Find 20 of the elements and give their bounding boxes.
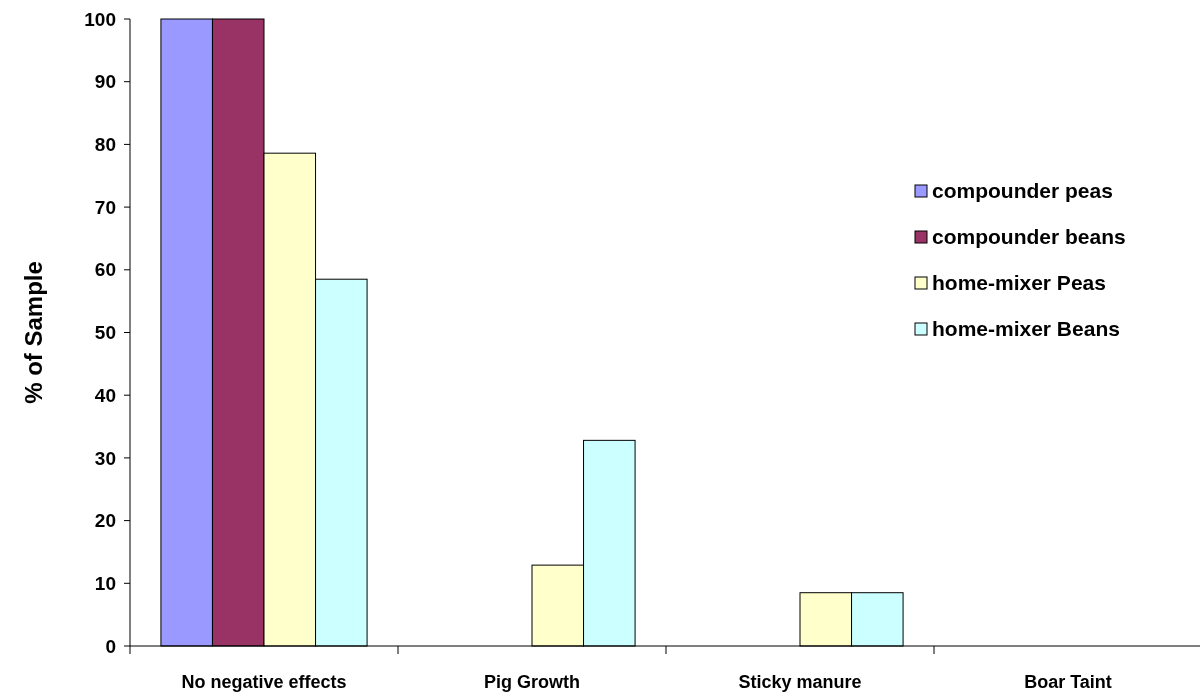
x-tick-label: Boar Taint xyxy=(1024,672,1112,692)
legend-label: compounder beans xyxy=(932,225,1126,249)
x-tick-label: Pig Growth xyxy=(484,672,580,692)
y-tick-label: 70 xyxy=(94,196,116,218)
y-tick-label: 40 xyxy=(94,384,116,406)
y-tick-label: 100 xyxy=(84,8,116,30)
y-tick-label: 50 xyxy=(94,322,116,344)
y-tick-label: 0 xyxy=(105,635,116,657)
y-tick-label: 10 xyxy=(94,572,116,594)
x-tick-label: Sticky manure xyxy=(738,672,862,692)
y-axis-title: % of Sample xyxy=(20,261,47,404)
y-tick-label: 80 xyxy=(94,134,116,156)
y-tick-label: 90 xyxy=(94,71,116,93)
y-tick-label: 20 xyxy=(94,510,116,532)
legend-label: compounder peas xyxy=(932,179,1113,203)
legend-label: home-mixer Beans xyxy=(932,317,1120,341)
legend-label: home-mixer Peas xyxy=(932,271,1106,295)
y-tick-label: 60 xyxy=(94,259,116,281)
y-tick-label: 30 xyxy=(94,447,116,469)
x-tick-label: No negative effects xyxy=(181,672,347,692)
